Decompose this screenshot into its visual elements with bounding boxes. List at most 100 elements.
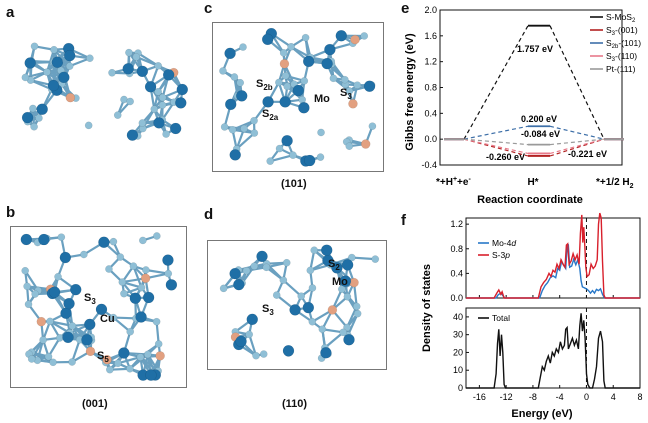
bond bbox=[269, 154, 294, 163]
bond bbox=[47, 337, 61, 358]
mo-atom bbox=[122, 63, 134, 75]
s-atom bbox=[126, 327, 135, 336]
atom-label-s2-110: S2 bbox=[328, 258, 340, 273]
mo-atom bbox=[84, 318, 96, 331]
e-legend-label-1: S3-(001) bbox=[606, 25, 638, 37]
structure-d-cell bbox=[207, 240, 387, 370]
mo-atom bbox=[339, 275, 352, 287]
f-y-tick-label: 40 bbox=[453, 312, 463, 322]
mo-atom bbox=[175, 97, 187, 109]
s-atom bbox=[126, 364, 134, 373]
s-atom bbox=[318, 325, 327, 334]
s-atom bbox=[138, 236, 147, 245]
bond bbox=[155, 321, 160, 345]
cu-atom bbox=[348, 99, 358, 109]
f-y-tick-label: 0.4 bbox=[450, 268, 463, 278]
mo-atom bbox=[95, 303, 108, 316]
s-atom bbox=[164, 269, 173, 278]
f-top-frame bbox=[465, 217, 641, 299]
atom-label-s3-110: S3 bbox=[262, 303, 274, 318]
e-annot-1757: 1.757 eV bbox=[517, 44, 553, 54]
bond bbox=[282, 279, 302, 298]
s-atom bbox=[281, 71, 290, 80]
s-atom bbox=[138, 119, 147, 127]
s-atom bbox=[46, 317, 54, 326]
e-y-tick-label: 1.2 bbox=[424, 57, 437, 67]
s-atom bbox=[339, 328, 348, 337]
mo-atom bbox=[233, 278, 245, 291]
s-atom bbox=[340, 75, 349, 84]
mo-atom bbox=[98, 236, 110, 249]
cu-atom bbox=[155, 351, 165, 361]
panel-label-c: c bbox=[204, 0, 213, 17]
mo-atom bbox=[145, 369, 157, 381]
structure-a-model bbox=[21, 42, 189, 141]
cu-atom bbox=[102, 354, 112, 365]
s-atom bbox=[353, 309, 362, 318]
e-connector bbox=[549, 138, 605, 155]
f-x-tick-label: -16 bbox=[473, 392, 486, 402]
mo-atom bbox=[302, 55, 315, 68]
atom-label-s2b-101: S2b bbox=[256, 78, 273, 93]
s-atom bbox=[352, 302, 361, 311]
f-bottom-frame bbox=[465, 307, 641, 389]
e-connector bbox=[463, 125, 529, 140]
caption-110: (110) bbox=[282, 398, 308, 410]
mo-atom bbox=[324, 43, 336, 56]
mo-atom bbox=[58, 71, 70, 84]
structure-b-cell bbox=[10, 226, 187, 388]
atom-label-s2a-101: S2a bbox=[262, 108, 279, 123]
e-legend-label-0: S-MoS2 bbox=[606, 12, 636, 24]
bond bbox=[112, 316, 131, 333]
bond bbox=[135, 55, 159, 67]
e-annot-0221: -0.221 eV bbox=[568, 149, 607, 159]
f-bottom-series-0 bbox=[466, 313, 640, 389]
mo-atom bbox=[281, 135, 293, 147]
mo-atom bbox=[224, 98, 237, 111]
s-atom bbox=[245, 330, 254, 339]
s-atom bbox=[275, 78, 283, 87]
e-connector bbox=[549, 125, 605, 140]
mo-atom bbox=[320, 244, 333, 256]
e-legend: S-MoS2 S3-(001) S2b-(101) S3-(110) Pt-(1… bbox=[606, 12, 641, 74]
s-atom bbox=[219, 284, 228, 293]
s-atom bbox=[283, 82, 292, 91]
f-x-tick-label: 0 bbox=[584, 392, 589, 402]
bond-group bbox=[111, 51, 184, 138]
s-atom bbox=[113, 111, 122, 120]
bond bbox=[132, 265, 143, 288]
mo-atom bbox=[21, 111, 34, 124]
s-atom bbox=[116, 253, 125, 261]
structure-c-model bbox=[219, 27, 377, 167]
bond bbox=[25, 71, 48, 79]
mo-atom bbox=[36, 103, 48, 115]
f-y-tick-label: 30 bbox=[453, 330, 463, 340]
mo-atom bbox=[341, 259, 354, 271]
s-atom bbox=[266, 157, 275, 166]
cu-atom bbox=[350, 34, 360, 45]
cu-atom bbox=[279, 59, 290, 69]
s-atom bbox=[152, 317, 161, 326]
s-atom bbox=[120, 289, 128, 298]
s-atom bbox=[158, 93, 167, 102]
mo-atom bbox=[70, 283, 82, 296]
mo-atom bbox=[162, 254, 174, 266]
s-atom bbox=[343, 292, 352, 301]
s-atom bbox=[49, 358, 57, 367]
bond bbox=[145, 268, 169, 275]
s-atom bbox=[118, 278, 127, 286]
s-atom bbox=[345, 142, 354, 151]
s-atom bbox=[152, 232, 161, 240]
s-atom bbox=[84, 121, 93, 130]
s-atom bbox=[105, 265, 113, 273]
atom-label-s3-001: S3 bbox=[84, 292, 96, 307]
s-atom bbox=[65, 62, 74, 71]
s-atom bbox=[220, 123, 229, 131]
s-atom bbox=[343, 323, 351, 332]
e-connector bbox=[463, 25, 529, 140]
mo-atom bbox=[279, 96, 291, 108]
mo-atom bbox=[129, 292, 142, 304]
s-atom bbox=[162, 130, 170, 138]
f-legend-mo4d: Mo-4d bbox=[492, 238, 516, 248]
s-atom bbox=[347, 253, 356, 262]
